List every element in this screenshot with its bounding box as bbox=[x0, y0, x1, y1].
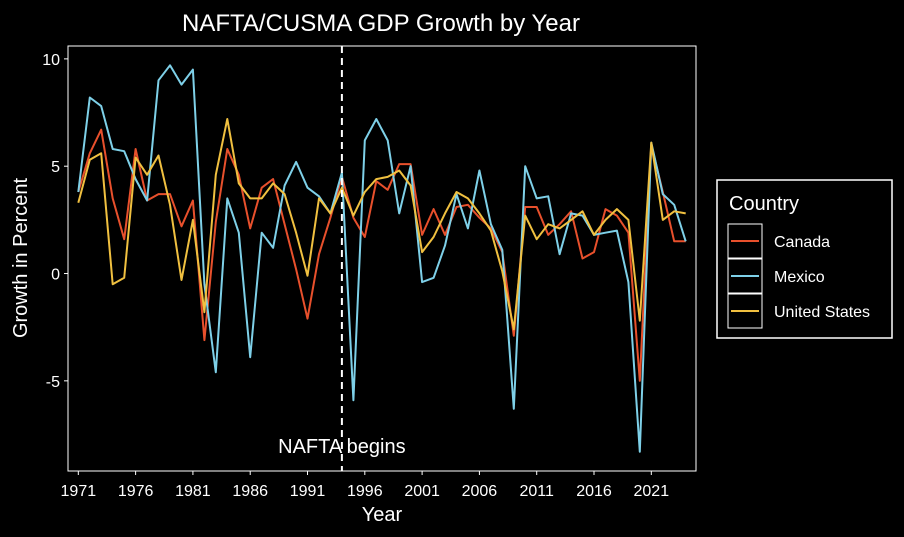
x-tick-label: 1996 bbox=[347, 483, 383, 500]
legend-item-mexico: Mexico bbox=[774, 269, 825, 286]
series-line-mexico bbox=[77, 64, 687, 453]
axis-layer: 10 5 0 -5 1971 1976 1981 1986 1991 1996 2001 2006 20… bbox=[42, 52, 669, 500]
series-layer bbox=[77, 64, 687, 453]
series-line-united-states bbox=[77, 118, 686, 331]
x-tick-label: 2011 bbox=[520, 483, 555, 500]
x-tick-label: 2021 bbox=[634, 483, 670, 500]
x-tick-label: 1976 bbox=[118, 483, 154, 500]
legend-title: Country bbox=[729, 193, 799, 215]
annotation-layer: NAFTA begins bbox=[278, 46, 406, 471]
nafta-begins-label: NAFTA begins bbox=[278, 436, 405, 458]
y-tick-label: 0 bbox=[51, 267, 60, 284]
x-tick-label: 1971 bbox=[61, 483, 97, 500]
y-tick-label: 10 bbox=[42, 52, 60, 69]
y-tick-label: -5 bbox=[46, 374, 60, 391]
x-axis-label: Year bbox=[362, 504, 403, 526]
x-tick-label: 1991 bbox=[290, 483, 326, 500]
legend-item-united-states: United States bbox=[774, 304, 870, 321]
y-tick-label: 5 bbox=[51, 159, 60, 176]
plot-panel-border bbox=[67, 45, 697, 472]
legend-item-canada: Canada bbox=[774, 234, 830, 251]
x-tick-label: 1981 bbox=[175, 483, 211, 500]
y-axis-label: Growth in Percent bbox=[10, 178, 32, 339]
x-tick-label: 2016 bbox=[576, 483, 612, 500]
legend: Country Canada Mexico United States bbox=[716, 179, 893, 339]
series-line-canada bbox=[77, 128, 686, 382]
x-tick-label: 1986 bbox=[232, 483, 268, 500]
chart-title: NAFTA/CUSMA GDP Growth by Year bbox=[182, 10, 580, 37]
x-tick-label: 2006 bbox=[462, 483, 498, 500]
x-tick-label: 2001 bbox=[404, 483, 440, 500]
